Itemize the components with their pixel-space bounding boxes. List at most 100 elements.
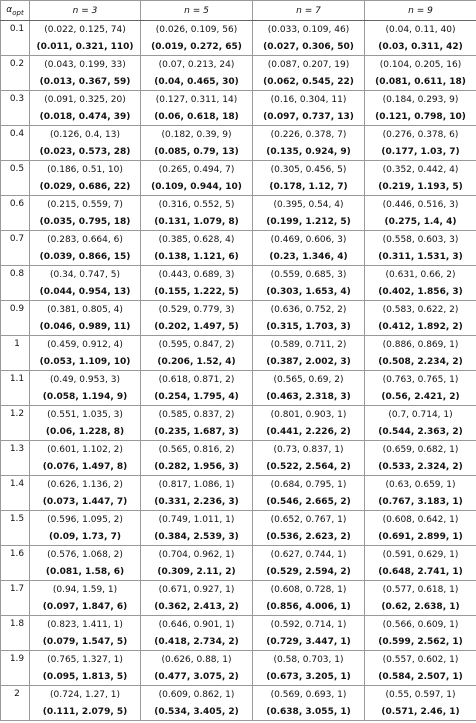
cell-bold: (0.311, 1.531, 3) <box>364 248 476 266</box>
alpha-cell: 1.8 <box>0 615 30 651</box>
cell-bold: (0.402, 1.856, 3) <box>364 283 476 301</box>
alpha-cell: 1.5 <box>0 510 30 546</box>
cell-bold: (0.767, 3.183, 1) <box>364 493 476 511</box>
alpha-cell: 0.9 <box>0 300 30 336</box>
cell: (0.704, 0.962, 1) <box>140 545 253 563</box>
cell-bold: (0.06, 1.228, 8) <box>29 423 141 441</box>
row-plain: 0.8 (0.34, 0.747, 5) (0.443, 0.689, 3) (0.5… <box>0 265 476 301</box>
row-plain: 1.9 (0.765, 1.327, 1) (0.626, 0.88, 1) (0.5… <box>0 650 476 686</box>
row-bold: (0.029, 0.686, 22) (0.109, 0.944, 10) (0.1… <box>1 178 476 196</box>
alpha-cell: 0.6 <box>0 195 30 231</box>
cell-bold: (0.023, 0.573, 28) <box>29 143 141 161</box>
cell: (0.618, 0.871, 2) <box>140 370 253 388</box>
cell: (0.589, 0.711, 2) <box>252 335 365 353</box>
cell: (0.529, 0.779, 3) <box>140 300 253 318</box>
row-bold: (0.013, 0.367, 59) (0.04, 0.465, 30) (0.06… <box>1 73 476 91</box>
row-plain: 2 (0.724, 1.27, 1) (0.609, 0.862, 1) (0.569… <box>0 685 476 721</box>
cell-bold: (0.303, 1.653, 4) <box>252 283 365 301</box>
alpha-cell: 1.1 <box>0 370 30 406</box>
row-plain: 0.7 (0.283, 0.664, 6) (0.385, 0.628, 4) (0.… <box>0 230 476 266</box>
cell-bold: (0.315, 1.703, 3) <box>252 318 365 336</box>
row-bold: (0.058, 1.194, 9) (0.254, 1.795, 4) (0.463… <box>1 388 476 406</box>
cell: (0.184, 0.293, 9) <box>364 90 476 108</box>
cell-bold: (0.029, 0.686, 22) <box>29 178 141 196</box>
cell-bold: (0.081, 0.611, 18) <box>364 73 476 91</box>
cell: (0.823, 1.411, 1) <box>29 615 141 633</box>
cell-bold: (0.035, 0.795, 18) <box>29 213 141 231</box>
alpha-cell: 1.7 <box>0 580 30 616</box>
cell-bold: (0.508, 2.234, 2) <box>364 353 476 371</box>
cell: (0.577, 0.618, 1) <box>364 580 476 598</box>
cell: (0.608, 0.642, 1) <box>364 510 476 528</box>
cell-bold: (0.04, 0.465, 30) <box>140 73 253 91</box>
cell: (0.559, 0.685, 3) <box>252 265 365 283</box>
cell: (0.576, 1.068, 2) <box>29 545 141 563</box>
cell-bold: (0.477, 3.075, 2) <box>140 668 253 686</box>
cell-bold: (0.199, 1.212, 5) <box>252 213 365 231</box>
cell: (0.395, 0.54, 4) <box>252 195 365 213</box>
row-plain: 0.2 (0.043, 0.199, 33) (0.07, 0.213, 24) (0… <box>0 55 476 91</box>
row-bold: (0.011, 0.321, 110) (0.019, 0.272, 65) (0.… <box>1 38 476 56</box>
cell: (0.569, 0.693, 1) <box>252 685 365 703</box>
alpha-cell: 1 <box>0 335 30 371</box>
cell: (0.026, 0.109, 56) <box>140 20 253 38</box>
cell-bold: (0.131, 1.079, 8) <box>140 213 253 231</box>
cell: (0.724, 1.27, 1) <box>29 685 141 703</box>
row-bold: (0.09, 1.73, 7) (0.384, 2.539, 3) (0.536, … <box>1 528 476 546</box>
row-bold: (0.023, 0.573, 28) (0.085, 0.79, 13) (0.13… <box>1 143 476 161</box>
cell: (0.443, 0.689, 3) <box>140 265 253 283</box>
cell-bold: (0.534, 3.405, 2) <box>140 703 253 721</box>
cell: (0.558, 0.603, 3) <box>364 230 476 248</box>
row-bold: (0.018, 0.474, 39) (0.06, 0.618, 18) (0.09… <box>1 108 476 126</box>
cell-bold: (0.522, 2.564, 2) <box>252 458 365 476</box>
cell: (0.886, 0.869, 1) <box>364 335 476 353</box>
cell-bold: (0.856, 4.006, 1) <box>252 598 365 616</box>
cell-bold: (0.384, 2.539, 3) <box>140 528 253 546</box>
row-plain: 1.7 (0.94, 1.59, 1) (0.671, 0.927, 1) (0.60… <box>0 580 476 616</box>
cell: (0.469, 0.606, 3) <box>252 230 365 248</box>
cell: (0.684, 0.795, 1) <box>252 475 365 493</box>
cell-bold: (0.673, 3.205, 1) <box>252 668 365 686</box>
cell: (0.551, 1.035, 3) <box>29 405 141 423</box>
cell: (0.565, 0.69, 2) <box>252 370 365 388</box>
row-plain: 1.8 (0.823, 1.411, 1) (0.646, 0.901, 1) (0.… <box>0 615 476 651</box>
alpha-cell: 1.3 <box>0 440 30 476</box>
cell: (0.283, 0.664, 6) <box>29 230 141 248</box>
cell: (0.749, 1.011, 1) <box>140 510 253 528</box>
cell: (0.385, 0.628, 4) <box>140 230 253 248</box>
row-plain: 0.4 (0.126, 0.4, 13) (0.182, 0.39, 9) (0.22… <box>0 125 476 161</box>
cell-bold: (0.081, 1.58, 6) <box>29 563 141 581</box>
column-header: n = 3 <box>29 0 141 21</box>
row-bold: (0.081, 1.58, 6) (0.309, 2.11, 2) (0.529, … <box>1 563 476 581</box>
alpha-cell: 1.2 <box>0 405 30 441</box>
row-plain: 0.1 (0.022, 0.125, 74) (0.026, 0.109, 56)(… <box>0 20 476 56</box>
cell: (0.763, 0.765, 1) <box>364 370 476 388</box>
cell: (0.215, 0.559, 7) <box>29 195 141 213</box>
cell: (0.585, 0.837, 2) <box>140 405 253 423</box>
cell: (0.583, 0.622, 2) <box>364 300 476 318</box>
cell: (0.186, 0.51, 10) <box>29 160 141 178</box>
alpha-subscript: opt <box>12 8 24 17</box>
cell: (0.07, 0.213, 24) <box>140 55 253 73</box>
cell-bold: (0.56, 2.421, 2) <box>364 388 476 406</box>
cell: (0.091, 0.325, 20) <box>29 90 141 108</box>
cell-bold: (0.03, 0.311, 42) <box>364 38 476 56</box>
cell-bold: (0.418, 2.734, 2) <box>140 633 253 651</box>
cell: (0.226, 0.378, 7) <box>252 125 365 143</box>
cell: (0.305, 0.456, 5) <box>252 160 365 178</box>
cell: (0.34, 0.747, 5) <box>29 265 141 283</box>
cell: (0.63, 0.659, 1) <box>364 475 476 493</box>
cell-bold: (0.079, 1.547, 5) <box>29 633 141 651</box>
cell-bold: (0.019, 0.272, 65) <box>140 38 253 56</box>
cell-bold: (0.06, 0.618, 18) <box>140 108 253 126</box>
row-plain: 0.3 (0.091, 0.325, 20) (0.127, 0.311, 14)(… <box>0 90 476 126</box>
row-bold: (0.039, 0.866, 15) (0.138, 1.121, 6) (0.23… <box>1 248 476 266</box>
alpha-symbol: α <box>6 4 13 15</box>
alpha-cell: 0.5 <box>0 160 30 196</box>
cell-bold: (0.536, 2.623, 2) <box>252 528 365 546</box>
cell: (0.94, 1.59, 1) <box>29 580 141 598</box>
row-plain: 1.6 (0.576, 1.068, 2) (0.704, 0.962, 1) (0.… <box>0 545 476 581</box>
row-plain: 0.9 (0.381, 0.805, 4) (0.529, 0.779, 3) (0.… <box>0 300 476 336</box>
cell: (0.276, 0.378, 6) <box>364 125 476 143</box>
